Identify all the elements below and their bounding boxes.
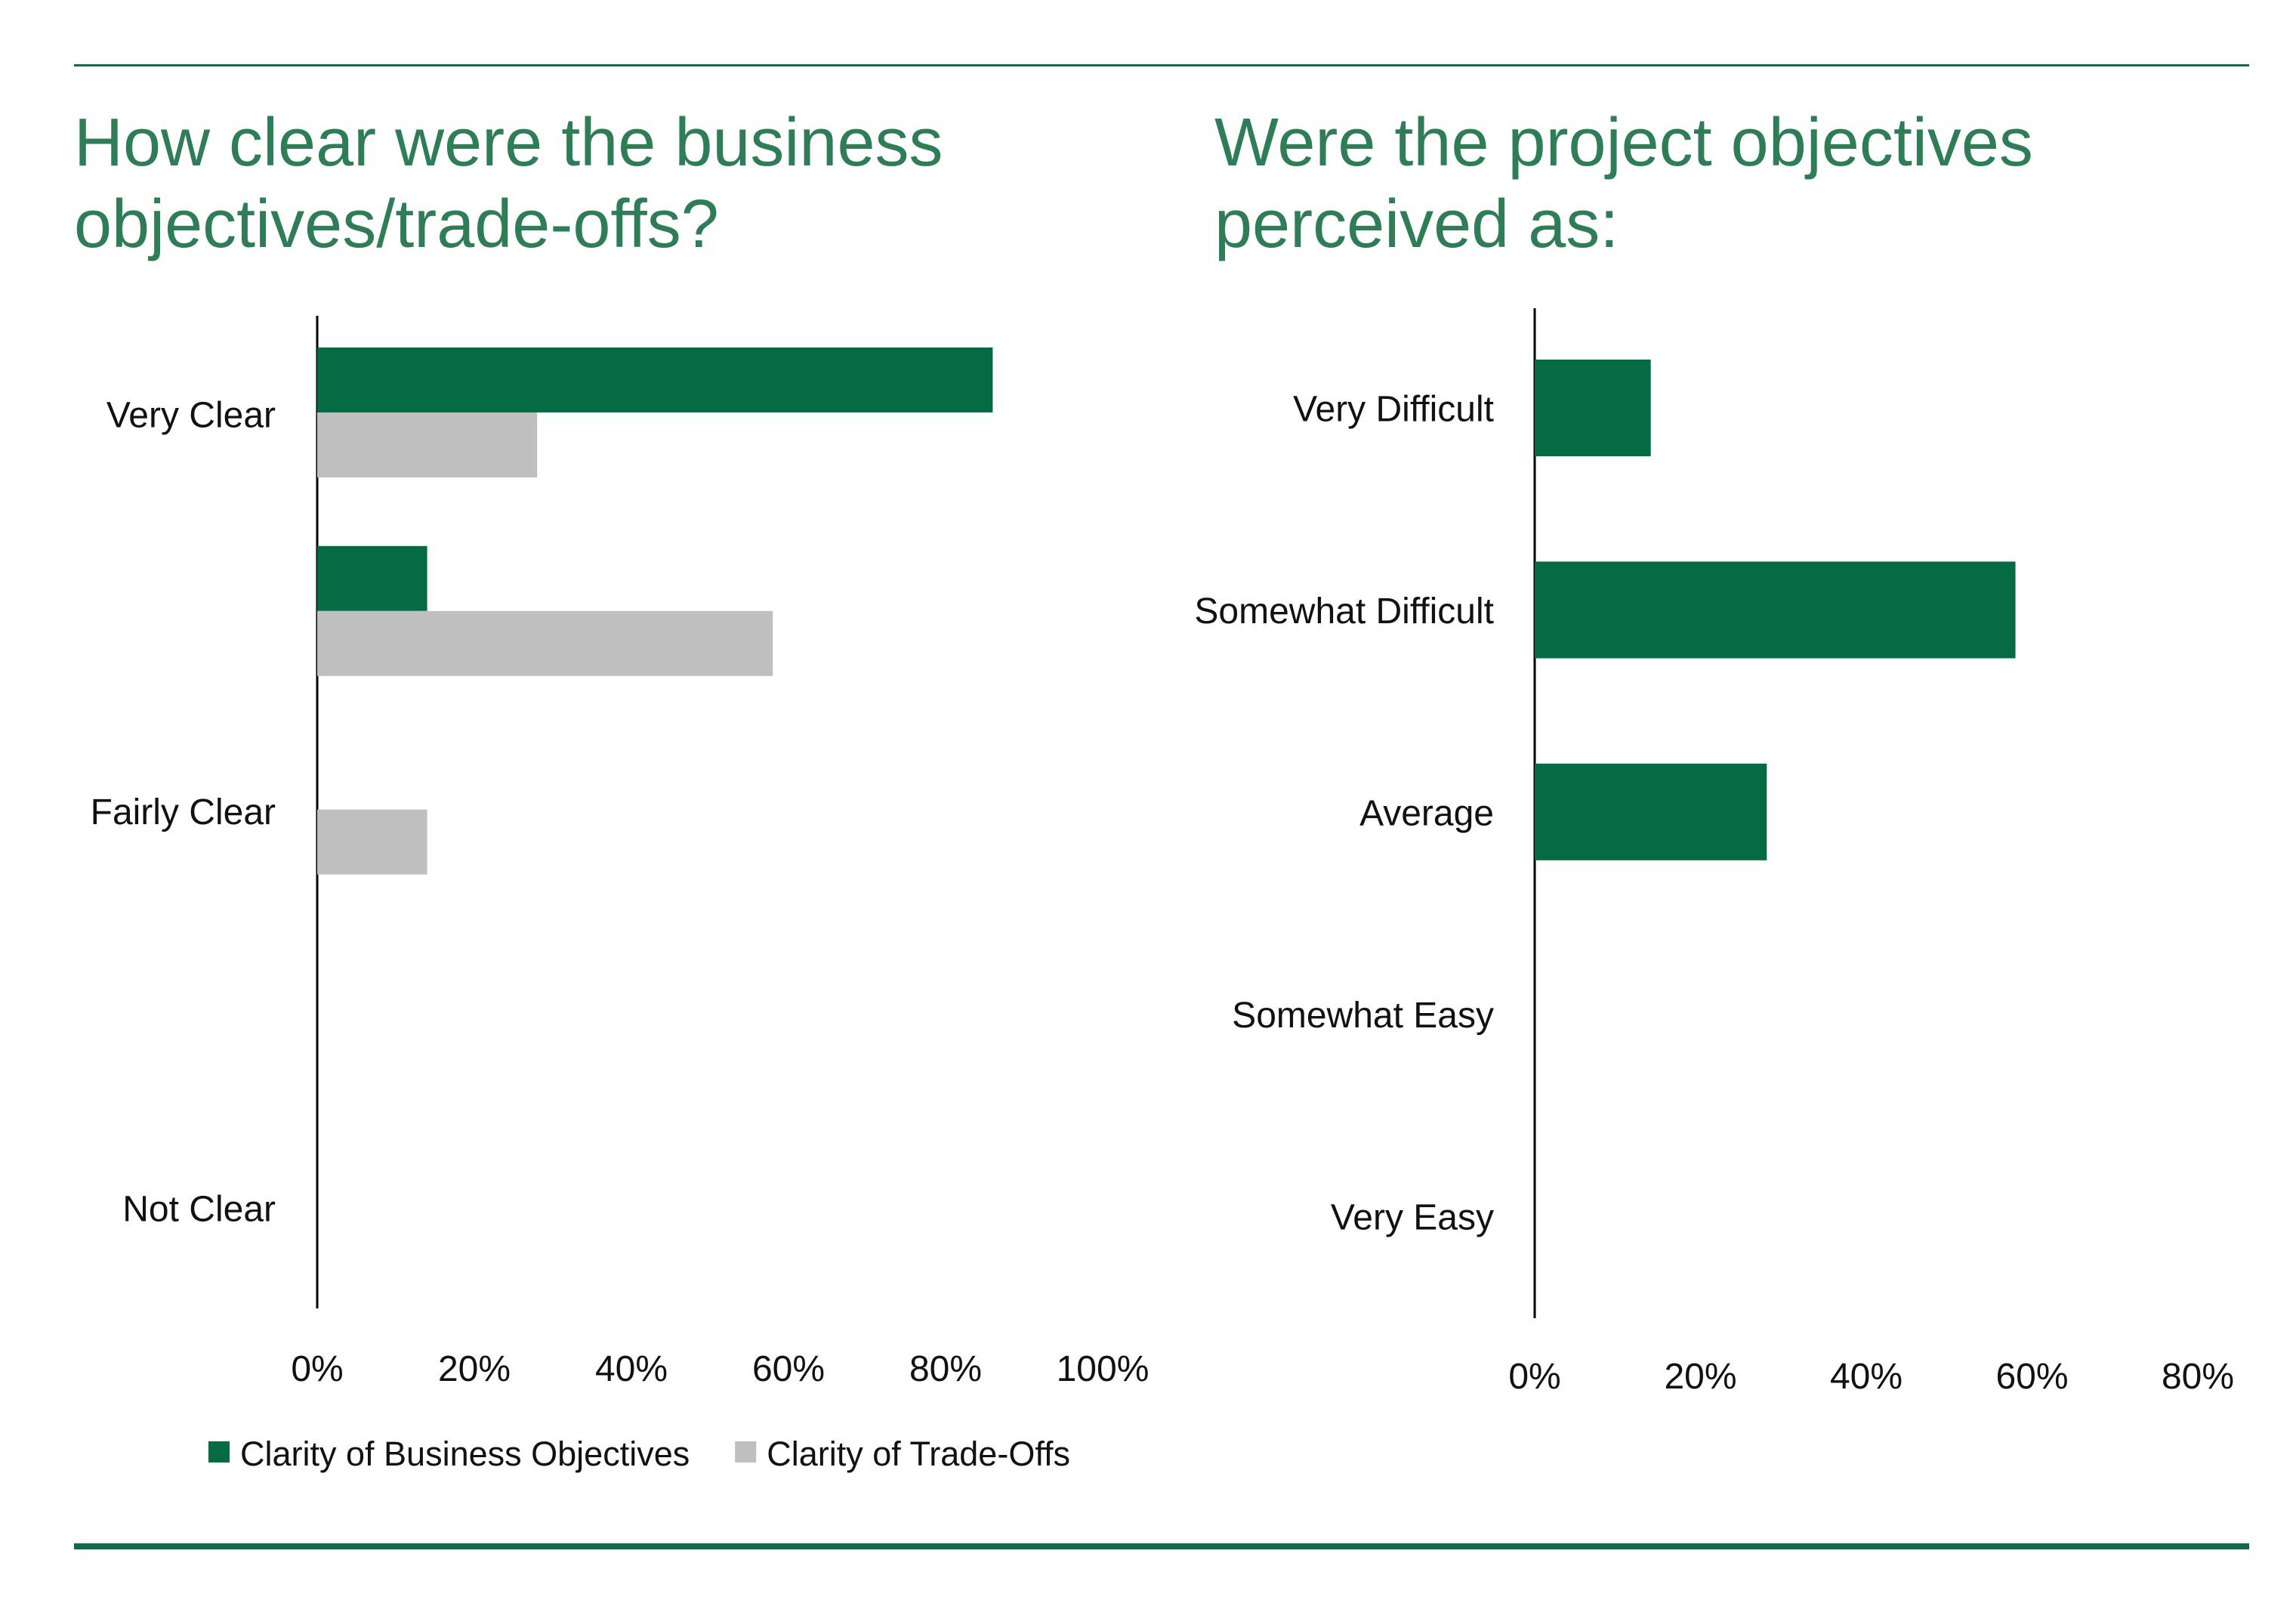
bar-clarity-of-trade-offs-2	[317, 809, 427, 875]
right-chart-title: Were the project objectives perceived as…	[1214, 105, 2033, 262]
right-bar-chart: Very Difficult Somewhat Difficult Average S…	[1194, 308, 2234, 1397]
top-divider	[74, 64, 2249, 66]
bar-series-0-0	[1535, 360, 1651, 456]
bar-clarity-of-trade-offs-0	[317, 412, 538, 477]
x-tick-label-40: 40%	[595, 1349, 668, 1389]
x-tick-label-40: 40%	[1830, 1357, 1903, 1397]
category-label-very-difficult: Very Difficult	[1293, 390, 1494, 430]
legend-swatch-clarity-of-trade-offs	[735, 1441, 757, 1463]
x-tick-label-0: 0%	[291, 1349, 343, 1389]
category-label-fairly-clear: Fairly Clear	[91, 792, 276, 832]
bottom-divider	[74, 1543, 2249, 1549]
legend-swatch-clarity-of-business-objectives	[208, 1441, 230, 1463]
x-tick-label-20: 20%	[438, 1349, 511, 1389]
left-chart-title: How clear were the business objectives/t…	[74, 105, 943, 262]
x-tick-label-60: 60%	[752, 1349, 825, 1389]
left-bar-chart: Very Clear Fairly Clear Not Clear 0% 20% 40% 6…	[91, 316, 1150, 1473]
bar-clarity-of-trade-offs-1	[317, 610, 773, 676]
legend-label-clarity-of-business-objectives: Clarity of Business Objectives	[240, 1435, 690, 1473]
category-label-very-easy: Very Easy	[1331, 1197, 1494, 1237]
category-label-very-clear: Very Clear	[106, 395, 276, 435]
category-label-somewhat-easy: Somewhat Easy	[1232, 996, 1494, 1036]
bar-clarity-of-business-objectives-0	[317, 347, 993, 412]
x-tick-label-80: 80%	[2162, 1357, 2234, 1397]
legend-label-clarity-of-trade-offs: Clarity of Trade-Offs	[767, 1435, 1070, 1473]
category-label-average: Average	[1359, 794, 1494, 834]
bar-series-0-1	[1535, 561, 2016, 659]
x-tick-label-100: 100%	[1057, 1349, 1150, 1389]
bar-series-0-2	[1535, 763, 1767, 860]
bar-clarity-of-business-objectives-1	[317, 545, 427, 611]
x-tick-label-80: 80%	[909, 1349, 982, 1389]
x-tick-label-20: 20%	[1664, 1357, 1736, 1397]
x-tick-label-60: 60%	[1995, 1357, 2068, 1397]
category-label-not-clear: Not Clear	[122, 1190, 276, 1230]
category-label-somewhat-difficult: Somewhat Difficult	[1194, 592, 1494, 632]
x-tick-label-0: 0%	[1508, 1357, 1560, 1397]
